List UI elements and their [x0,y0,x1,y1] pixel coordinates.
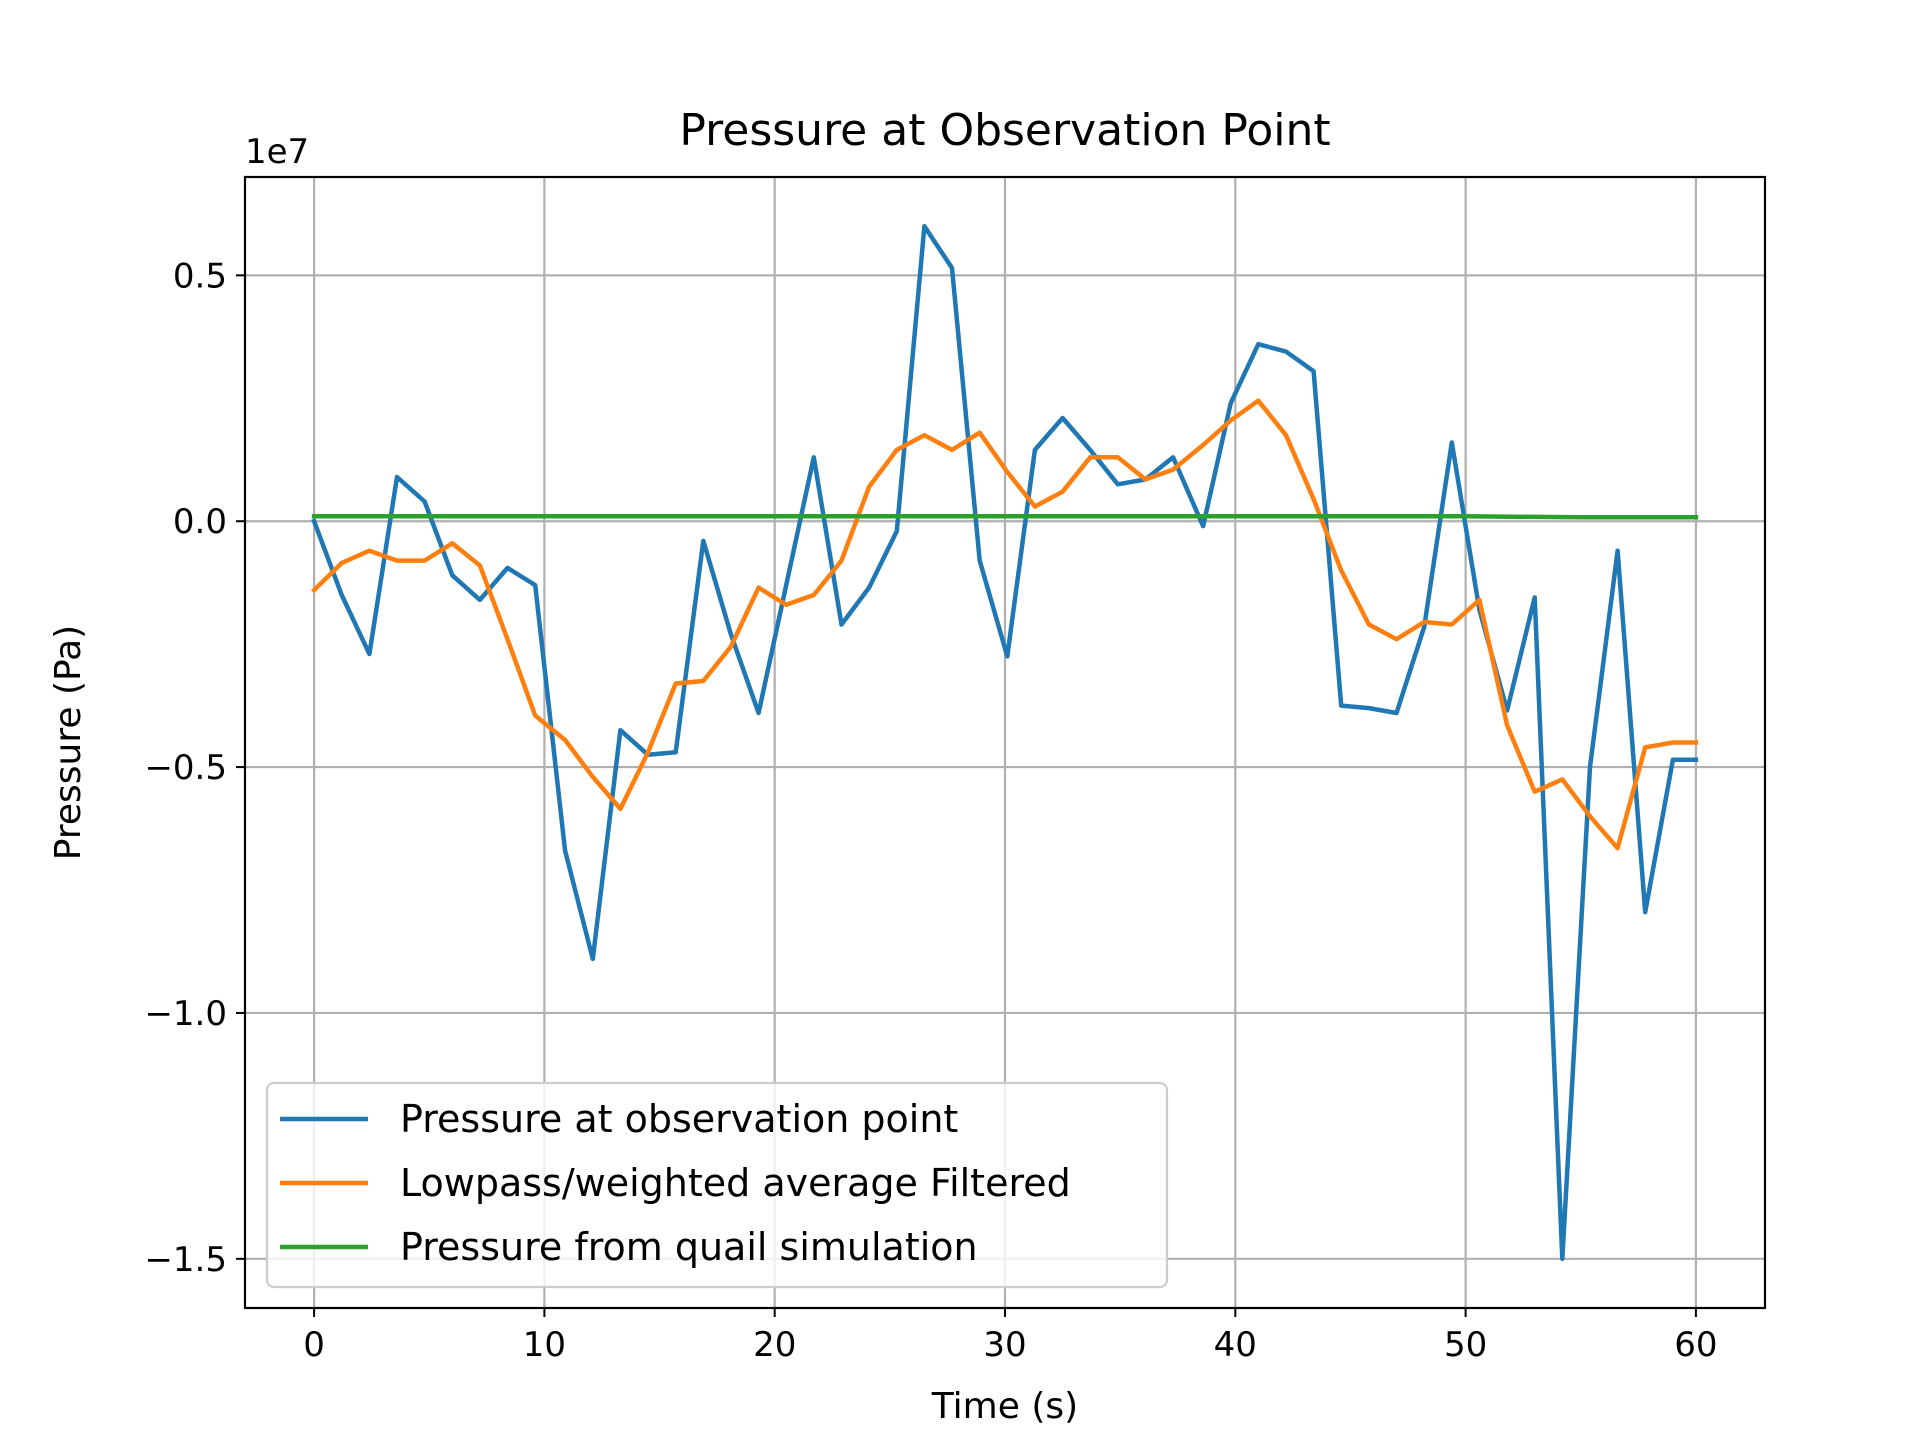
legend-label-2: Lowpass/weighted average Filtered [400,1161,1071,1205]
x-tick-label: 10 [523,1325,566,1365]
y-tick-label: −1.5 [144,1240,227,1280]
y-axis-offset-label: 1e7 [245,132,309,172]
chart-title: Pressure at Observation Point [679,105,1330,156]
plot-series [310,223,1699,1262]
y-tick-label: 0.0 [173,502,227,542]
y-tick-label: −1.0 [144,994,227,1034]
series-line-2 [310,398,1699,851]
x-tick-label: 50 [1444,1325,1487,1365]
legend-label-3: Pressure from quail simulation [400,1225,978,1269]
y-tick-label: −0.5 [144,748,227,788]
x-tick-label: 0 [303,1325,325,1365]
x-tick-label: 20 [753,1325,796,1365]
axis-ticks: 0 10 20 30 40 50 60 −1.5 −1.0 −0.5 0.0 0.5 [144,256,1717,1365]
legend-box [265,1081,1169,1289]
x-tick-label: 40 [1214,1325,1257,1365]
x-axis-label: Time (s) [931,1386,1078,1427]
x-tick-label: 60 [1674,1325,1717,1365]
x-tick-label: 30 [983,1325,1026,1365]
legend-label-1: Pressure at observation point [400,1097,958,1141]
series-line-1 [311,223,1699,1262]
legend: Pressure at observation point Lowpass/wei… [265,1081,1169,1289]
y-tick-label: 0.5 [173,256,227,296]
y-axis-label: Pressure (Pa) [48,625,89,860]
series-line-3 [311,514,1699,520]
